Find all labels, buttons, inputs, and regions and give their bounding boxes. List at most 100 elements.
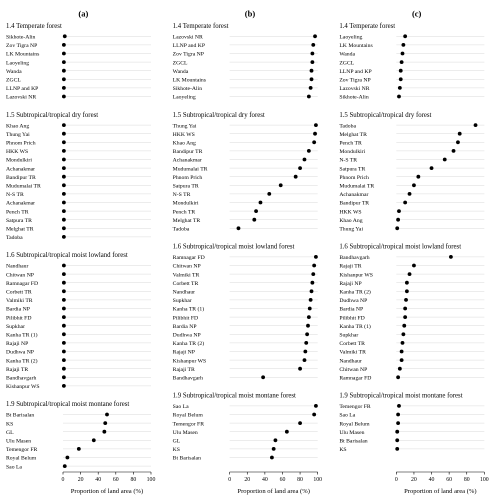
data-point [61, 77, 66, 82]
panel-label: (b) [245, 8, 256, 18]
data-point [310, 280, 315, 285]
site-label: Kishanpur WS [173, 358, 207, 364]
site-label: Bandhavgarh [339, 255, 369, 261]
data-point [310, 60, 315, 64]
data-point [314, 123, 318, 127]
data-point [399, 349, 404, 354]
site-label: Nandhaur [173, 290, 196, 296]
data-point [307, 306, 312, 311]
data-point [61, 272, 66, 276]
site-label: Corbett TR [173, 281, 199, 287]
data-point [91, 438, 96, 443]
data-point [61, 183, 66, 188]
site-label: Khao Ang [173, 141, 196, 147]
data-point [61, 43, 66, 47]
data-point [314, 404, 318, 408]
data-point [298, 421, 302, 425]
site-label: N-S TR [6, 192, 24, 198]
data-point [400, 51, 405, 56]
data-point [305, 332, 310, 337]
data-point [61, 217, 66, 222]
site-label: Temengor FR [173, 421, 205, 427]
site-label: Thung Yai [6, 132, 30, 138]
site-label: Rajaji TR [339, 264, 361, 270]
site-label: Sao La [173, 404, 189, 410]
site-label: Chitwan NP [339, 367, 367, 373]
data-point [403, 200, 408, 205]
site-label: Satpura TR [173, 184, 199, 190]
panel-label: (c) [412, 8, 422, 18]
site-label: HKK WS [339, 209, 361, 215]
site-label: Phnom Prich [173, 175, 203, 181]
site-label: Rajaji TR [6, 367, 28, 373]
site-label: Achanakmar [6, 166, 35, 172]
group-title: 1.9 Subtropical/tropical moist montane f… [173, 393, 296, 400]
group-title: 1.5 Subtropical/tropical dry forest [6, 112, 98, 119]
site-label: Bardia NP [173, 324, 197, 330]
group-title: 1.6 Subtropical/tropical moist lowland f… [6, 252, 128, 259]
data-point [61, 123, 66, 127]
site-label: Melghat TR [339, 132, 367, 138]
data-point [407, 272, 412, 276]
data-point [396, 217, 400, 222]
site-label: Laoyeling [6, 60, 29, 66]
data-point [313, 34, 317, 39]
data-point [61, 157, 66, 162]
site-label: Achanakmar [173, 158, 202, 164]
data-point [451, 149, 456, 153]
site-label: Achanakmar [6, 201, 35, 207]
data-point [407, 192, 412, 196]
site-label: LLNP and KP [339, 69, 371, 75]
data-point [397, 366, 402, 371]
data-point [61, 51, 66, 56]
site-label: ZGCL [173, 60, 188, 66]
data-point [61, 332, 66, 337]
data-point [61, 166, 66, 171]
site-label: Khao Ang [339, 218, 362, 224]
x-tick-label: 20 [78, 477, 84, 483]
site-label: Satpura TR [6, 218, 32, 224]
data-point [311, 272, 316, 276]
data-point [61, 94, 66, 99]
group-title: 1.9 Subtropical/tropical moist montane f… [339, 393, 462, 400]
site-label: Rajaji NP [339, 281, 361, 287]
site-label: Thung Yai [339, 227, 363, 233]
data-point [399, 358, 404, 362]
data-point [398, 68, 403, 73]
data-point [312, 140, 317, 145]
site-label: Kishanpur WS [339, 272, 373, 278]
data-point [400, 341, 405, 345]
site-label: Wanda [339, 52, 355, 58]
x-tick-label: 80 [131, 477, 137, 483]
site-label: Sikhote-Alin [6, 35, 36, 41]
site-label: Valmiki TR [6, 298, 33, 304]
site-label: Tadoba [173, 227, 190, 233]
data-point [61, 86, 66, 90]
data-point [303, 349, 308, 354]
data-point [395, 226, 400, 231]
site-label: Khao Ang [6, 123, 29, 129]
data-point [61, 280, 66, 285]
group-title: 1.6 Subtropical/tropical moist lowland f… [173, 244, 295, 251]
site-label: Kanha TR (2) [6, 357, 38, 364]
site-label: Dudhwa NP [339, 298, 367, 304]
x-tick-label: 80 [464, 477, 470, 483]
site-label: Laoyeling [173, 95, 196, 101]
data-point [236, 226, 241, 231]
data-point [306, 94, 311, 99]
site-label: Bt Barisalan [6, 413, 34, 419]
data-point [61, 315, 66, 319]
x-tick-label: 60 [113, 477, 119, 483]
site-label: Rajaji NP [6, 341, 28, 347]
data-point [61, 366, 66, 371]
x-tick-label: 40 [95, 477, 101, 483]
site-label: Sao La [6, 464, 22, 470]
data-point [403, 315, 408, 319]
site-label: Sao La [339, 413, 355, 419]
site-label: HKK WS [173, 132, 195, 138]
site-label: Phnom Prich [6, 141, 36, 147]
site-label: KS [6, 421, 13, 427]
data-point [270, 455, 274, 460]
data-point [61, 149, 66, 153]
x-tick-label: 80 [297, 477, 303, 483]
